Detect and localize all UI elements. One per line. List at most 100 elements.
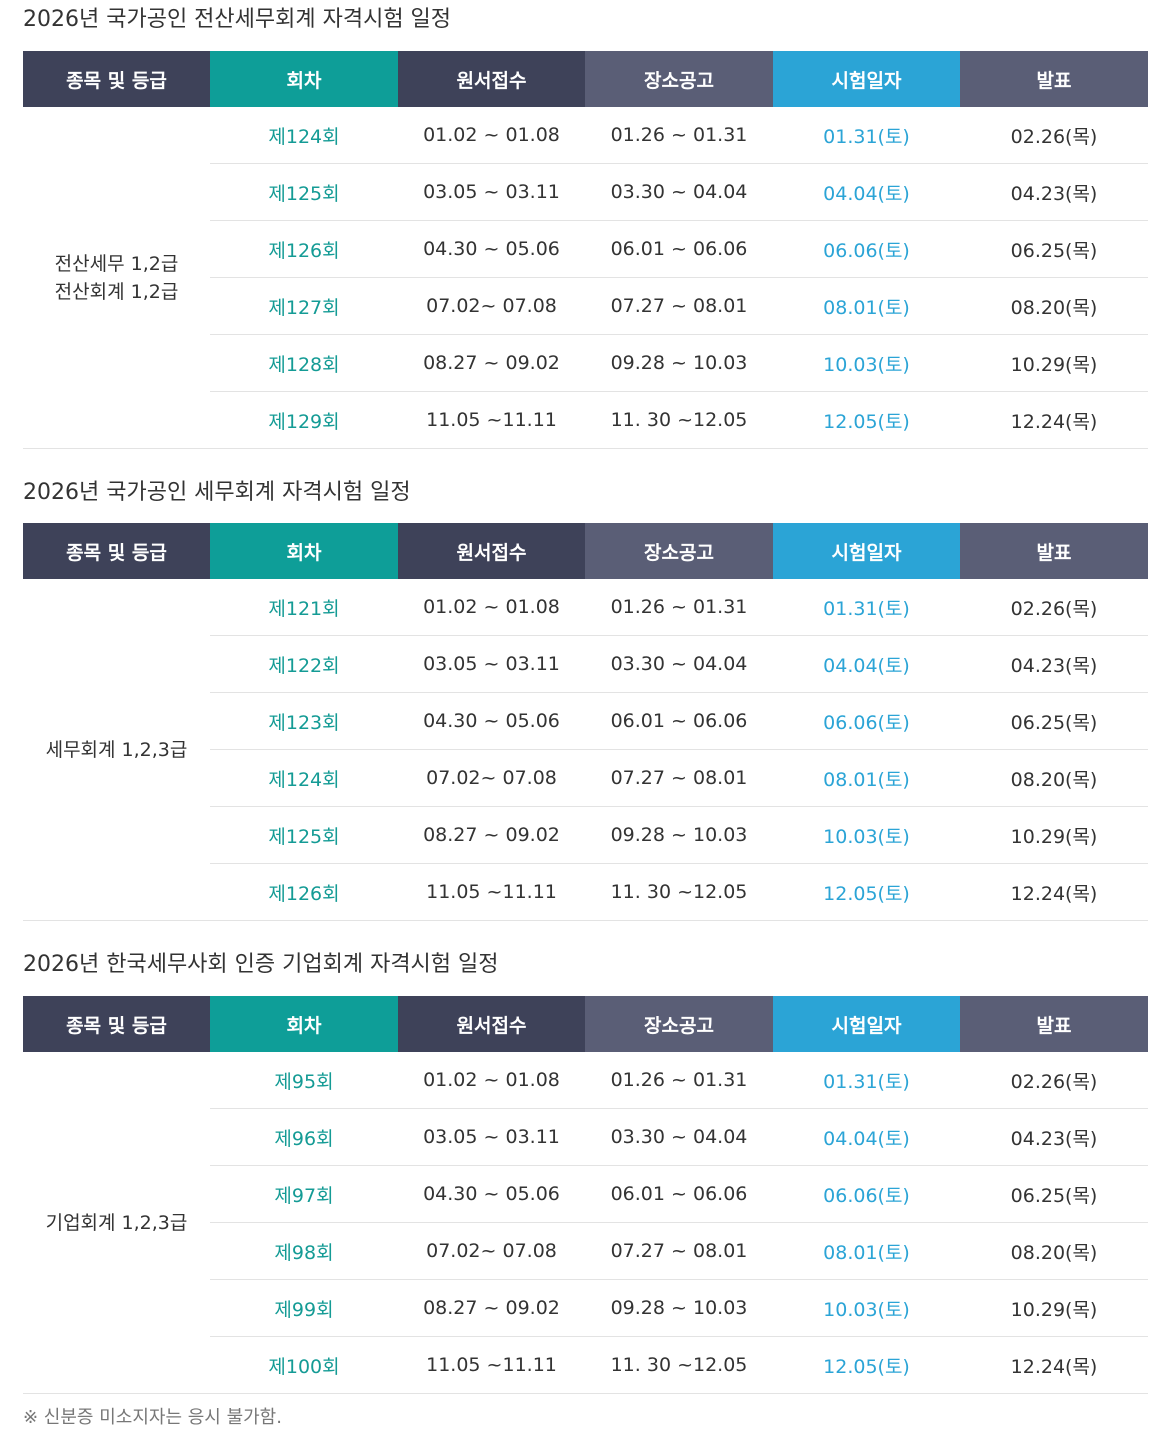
venue-notice-cell: 09.28 ~ 10.03 [585, 806, 773, 864]
table-row: 제125회 08.27 ~ 09.02 09.28 ~ 10.03 10.03(… [23, 806, 1148, 864]
venue-notice-cell: 01.26 ~ 01.31 [585, 579, 773, 636]
application-cell: 01.02 ~ 01.08 [398, 107, 585, 164]
round-cell: 제125회 [210, 806, 398, 864]
application-cell: 11.05 ~11.11 [398, 1336, 585, 1394]
round-cell: 제124회 [210, 107, 398, 164]
round-cell: 제100회 [210, 1336, 398, 1394]
exam-date-cell: 08.01(토) [773, 1222, 960, 1280]
table-header-row: 종목 및 등급 회차 원서접수 장소공고 시험일자 발표 [23, 51, 1148, 107]
table-row: 전산세무 1,2급 전산회계 1,2급 제124회 01.02 ~ 01.08 … [23, 107, 1148, 449]
round-cell: 제98회 [210, 1222, 398, 1280]
application-cell: 07.02~ 07.08 [398, 277, 585, 335]
venue-notice-cell: 03.30 ~ 04.04 [585, 1108, 773, 1166]
header-category: 종목 및 등급 [23, 523, 210, 579]
venue-notice-cell: 11. 30 ~12.05 [585, 1336, 773, 1394]
table-row: 제126회 11.05 ~11.11 11. 30 ~12.05 12.05(토… [23, 863, 1148, 921]
table-row: 제98회 07.02~ 07.08 07.27 ~ 08.01 08.01(토)… [23, 1222, 1148, 1280]
exam-date-cell: 04.04(토) [773, 1108, 960, 1166]
table-header-row: 종목 및 등급 회차 원서접수 장소공고 시험일자 발표 [23, 996, 1148, 1052]
round-cell: 제126회 [210, 863, 398, 921]
exam-date-cell: 06.06(토) [773, 1165, 960, 1223]
exam-schedule-table: 종목 및 등급 회차 원서접수 장소공고 시험일자 발표 세무회계 1,2,3급… [23, 523, 1148, 921]
header-venue-notice: 장소공고 [585, 523, 773, 579]
exam-date-cell: 01.31(토) [773, 1052, 960, 1109]
exam-date-cell: 12.05(토) [773, 391, 960, 449]
table-row: 제122회 03.05 ~ 03.11 03.30 ~ 04.04 04.04(… [23, 635, 1148, 693]
application-cell: 11.05 ~11.11 [398, 863, 585, 921]
round-cell: 제127회 [210, 277, 398, 335]
table-row: 제125회 03.05 ~ 03.11 03.30 ~ 04.04 04.04(… [23, 163, 1148, 221]
venue-notice-cell: 09.28 ~ 10.03 [585, 334, 773, 392]
exam-date-cell: 10.03(토) [773, 334, 960, 392]
venue-notice-cell: 07.27 ~ 08.01 [585, 1222, 773, 1280]
announcement-cell: 04.23(목) [960, 635, 1148, 693]
header-category: 종목 및 등급 [23, 996, 210, 1052]
venue-notice-cell: 11. 30 ~12.05 [585, 391, 773, 449]
application-cell: 07.02~ 07.08 [398, 749, 585, 807]
exam-date-cell: 06.06(토) [773, 692, 960, 750]
application-cell: 01.02 ~ 01.08 [398, 579, 585, 636]
announcement-cell: 10.29(목) [960, 806, 1148, 864]
application-cell: 08.27 ~ 09.02 [398, 334, 585, 392]
announcement-cell: 12.24(목) [960, 863, 1148, 921]
header-exam-date: 시험일자 [773, 996, 960, 1052]
exam-date-cell: 01.31(토) [773, 107, 960, 164]
table-row: 세무회계 1,2,3급 제121회 01.02 ~ 01.08 01.26 ~ … [23, 579, 1148, 921]
announcement-cell: 06.25(목) [960, 220, 1148, 278]
header-venue-notice: 장소공고 [585, 996, 773, 1052]
application-cell: 03.05 ~ 03.11 [398, 1108, 585, 1166]
header-application: 원서접수 [398, 51, 585, 107]
table-row: 제124회 07.02~ 07.08 07.27 ~ 08.01 08.01(토… [23, 749, 1148, 807]
announcement-cell: 12.24(목) [960, 391, 1148, 449]
round-cell: 제97회 [210, 1165, 398, 1223]
venue-notice-cell: 06.01 ~ 06.06 [585, 1165, 773, 1223]
announcement-cell: 06.25(목) [960, 692, 1148, 750]
announcement-cell: 10.29(목) [960, 1279, 1148, 1337]
category-cell: 전산세무 1,2급 전산회계 1,2급 [23, 107, 210, 449]
exam-date-cell: 10.03(토) [773, 806, 960, 864]
announcement-cell: 08.20(목) [960, 749, 1148, 807]
header-exam-date: 시험일자 [773, 523, 960, 579]
exam-date-cell: 04.04(토) [773, 635, 960, 693]
table-row: 제100회 11.05 ~11.11 11. 30 ~12.05 12.05(토… [23, 1336, 1148, 1394]
header-category: 종목 및 등급 [23, 51, 210, 107]
application-cell: 11.05 ~11.11 [398, 391, 585, 449]
table-row: 제126회 04.30 ~ 05.06 06.01 ~ 06.06 06.06(… [23, 220, 1148, 278]
table-row: 제97회 04.30 ~ 05.06 06.01 ~ 06.06 06.06(토… [23, 1165, 1148, 1223]
application-cell: 01.02 ~ 01.08 [398, 1052, 585, 1109]
header-exam-date: 시험일자 [773, 51, 960, 107]
venue-notice-cell: 06.01 ~ 06.06 [585, 220, 773, 278]
application-cell: 08.27 ~ 09.02 [398, 806, 585, 864]
exam-date-cell: 08.01(토) [773, 277, 960, 335]
round-cell: 제96회 [210, 1108, 398, 1166]
exam-schedule-table: 종목 및 등급 회차 원서접수 장소공고 시험일자 발표 전산세무 1,2급 전… [23, 51, 1148, 449]
announcement-cell: 02.26(목) [960, 107, 1148, 164]
round-cell: 제121회 [210, 579, 398, 636]
venue-notice-cell: 03.30 ~ 04.04 [585, 635, 773, 693]
announcement-cell: 12.24(목) [960, 1336, 1148, 1394]
round-cell: 제125회 [210, 163, 398, 221]
header-application: 원서접수 [398, 996, 585, 1052]
round-cell: 제128회 [210, 334, 398, 392]
category-line: 기업회계 1,2,3급 [45, 1211, 188, 1234]
exam-date-cell: 01.31(토) [773, 579, 960, 636]
id-notice: ※ 신분증 미소지자는 응시 불가함. [23, 1407, 282, 1428]
header-announcement: 발표 [960, 523, 1148, 579]
header-round: 회차 [210, 51, 398, 107]
category-line: 세무회계 1,2,3급 [45, 738, 188, 761]
announcement-cell: 08.20(목) [960, 1222, 1148, 1280]
announcement-cell: 08.20(목) [960, 277, 1148, 335]
round-cell: 제126회 [210, 220, 398, 278]
application-cell: 04.30 ~ 05.06 [398, 220, 585, 278]
application-cell: 04.30 ~ 05.06 [398, 1165, 585, 1223]
announcement-cell: 02.26(목) [960, 1052, 1148, 1109]
application-cell: 08.27 ~ 09.02 [398, 1279, 585, 1337]
category-line: 전산세무 1,2급 [54, 252, 179, 275]
table-row: 기업회계 1,2,3급 제95회 01.02 ~ 01.08 01.26 ~ 0… [23, 1052, 1148, 1394]
venue-notice-cell: 03.30 ~ 04.04 [585, 163, 773, 221]
category-cell: 기업회계 1,2,3급 [23, 1052, 210, 1394]
table-row: 제127회 07.02~ 07.08 07.27 ~ 08.01 08.01(토… [23, 277, 1148, 335]
application-cell: 03.05 ~ 03.11 [398, 163, 585, 221]
round-cell: 제129회 [210, 391, 398, 449]
exam-date-cell: 04.04(토) [773, 163, 960, 221]
